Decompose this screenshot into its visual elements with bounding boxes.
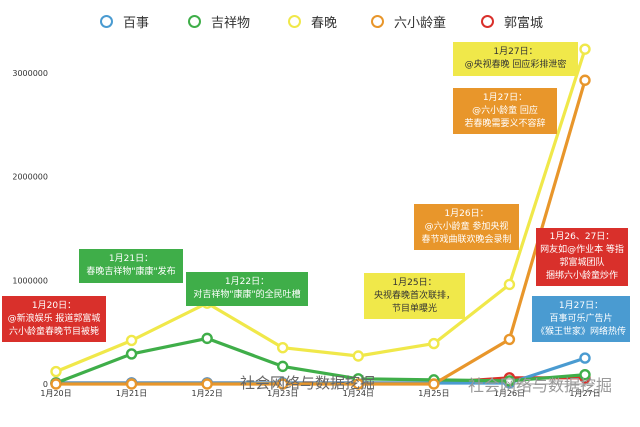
callout-line: 1月21日： <box>108 254 154 264</box>
callout-line: @央视春晚 回应彩排泄密 <box>464 60 567 70</box>
y-tick-label: 2000000 <box>12 173 48 182</box>
callout-line: 网友如@作业本 等指 <box>540 245 624 255</box>
callout-line: @六小龄童 参加央视 <box>424 221 509 232</box>
legend: 百事 吉祥物 春晚 六小龄童 郭富城 <box>0 10 640 34</box>
legend-item-mascot[interactable]: 吉祥物 <box>188 10 250 32</box>
series-line <box>56 79 587 386</box>
data-point <box>579 74 591 86</box>
x-tick-label: 1月27日 <box>569 389 600 398</box>
x-tick-label: 1月21日 <box>116 389 147 398</box>
callout-mascot-release: 1月21日： 春晚吉祥物"康康"发布 <box>79 249 183 283</box>
legend-marker-icon <box>371 14 384 28</box>
callout-line: 六小龄童春晚节目被毙 <box>8 326 99 337</box>
data-point <box>277 360 289 373</box>
callout-line: @新浪娱乐 报道郭富城 <box>7 313 101 324</box>
x-tick-label: 1月26日 <box>494 389 525 398</box>
legend-label: 郭富城 <box>504 15 544 31</box>
data-point <box>125 378 138 390</box>
legend-label: 百事 <box>123 15 150 31</box>
callout-line: 百事可乐广告片 <box>549 313 613 324</box>
callout-line: 春晚吉祥物"康康"发布 <box>86 267 176 277</box>
callout-line: 1月26、27日： <box>549 232 615 242</box>
data-point <box>277 378 289 390</box>
data-point <box>125 348 138 360</box>
callout-line: 1月27日： <box>493 47 538 57</box>
legend-marker-icon <box>188 14 201 28</box>
callout-line: 《猴王世家》网络热传 <box>535 326 626 337</box>
callout-line: 郭富城团队 <box>559 258 605 268</box>
x-tick-label: 1月25日 <box>418 389 449 398</box>
data-point <box>201 378 213 390</box>
callout-line: 若春晚需要义不容辞 <box>464 118 546 129</box>
callout-liuxiaolingtong-opera: 1月26日： @六小龄童 参加央视 春节戏曲联欢晚会录制 <box>414 204 519 250</box>
data-point <box>428 337 440 350</box>
callout-line: 央视春晚首次联排， <box>373 290 455 301</box>
legend-item-pepsi[interactable]: 百事 <box>100 10 149 32</box>
y-tick-label: 3000000 <box>12 69 48 78</box>
legend-marker-icon <box>288 14 301 28</box>
callout-line: @六小龄童 回应 <box>472 105 538 116</box>
callout-pepsi-ad: 1月27日： 百事可乐广告片《猴王世家》网络热传 <box>532 296 630 342</box>
data-point <box>503 375 516 387</box>
callout-line: 1月27日： <box>482 92 528 103</box>
callout-line: 1月22日： <box>224 277 270 287</box>
legend-marker-icon <box>481 14 494 28</box>
x-tick-label: 1月24日 <box>343 389 374 398</box>
data-point <box>579 352 591 364</box>
legend-item-liuxiaolingtong[interactable]: 六小龄童 <box>371 10 446 32</box>
legend-label: 吉祥物 <box>211 15 251 31</box>
data-point <box>579 43 591 55</box>
watermark-text: 社会网络与数据挖掘 <box>240 374 376 392</box>
legend-label: 六小龄童 <box>394 15 447 31</box>
callout-line: 春节戏曲联欢晚会录制 <box>421 234 512 245</box>
callout-netizen-hype: 1月26、27日： 网友如@作业本 等指 郭富城团队捆绑六小龄童炒作 <box>536 228 628 286</box>
callout-line: 1月20日： <box>31 300 77 311</box>
data-point <box>428 378 440 390</box>
data-point <box>201 332 213 345</box>
legend-item-gala[interactable]: 春晚 <box>288 10 337 32</box>
watermark-text: 社会网络与数据挖掘 <box>468 376 613 395</box>
callout-line: 节目单曝光 <box>391 303 437 314</box>
series-line <box>55 336 586 385</box>
callout-liuxiaolingtong-reply: 1月27日： @六小龄童 回应 若春晚需要义不容辞 <box>453 88 557 134</box>
data-point <box>503 333 516 346</box>
x-tick-label: 1月22日 <box>192 389 223 398</box>
callout-line: 1月26日： <box>444 208 489 219</box>
callout-gala-leak: 1月27日： @央视春晚 回应彩排泄密 <box>453 42 578 76</box>
x-tick-label: 1月20日 <box>40 389 71 398</box>
data-point <box>503 278 516 291</box>
x-tick-label: 1月23日 <box>267 389 298 398</box>
series-line <box>55 48 587 374</box>
data-point <box>125 334 138 347</box>
data-point <box>277 342 289 354</box>
y-tick-label: 1000000 <box>12 276 48 285</box>
callout-line: 对吉祥物"康康"的全民吐槽 <box>193 290 301 300</box>
data-point <box>352 350 364 362</box>
callout-line: 1月27日： <box>558 300 604 311</box>
data-point <box>579 368 591 381</box>
callout-mascot-roast: 1月22日： 对吉祥物"康康"的全民吐槽 <box>186 272 308 306</box>
callout-rehearsal: 1月25日： 央视春晚首次联排， 节目单曝光 <box>364 273 465 319</box>
y-tick-label: 0 <box>43 380 48 389</box>
legend-item-guofucheng[interactable]: 郭富城 <box>481 10 543 32</box>
data-point <box>352 378 364 390</box>
callout-sina-report: 1月20日： @新浪娱乐 报道郭富城 六小龄童春晚节目被毙 <box>2 296 106 342</box>
data-point <box>50 378 62 390</box>
legend-label: 春晚 <box>311 15 338 31</box>
legend-marker-icon <box>100 14 113 28</box>
data-point <box>50 365 62 378</box>
callout-line: 捆绑六小龄童炒作 <box>545 271 618 281</box>
callout-line: 1月25日： <box>392 277 437 288</box>
